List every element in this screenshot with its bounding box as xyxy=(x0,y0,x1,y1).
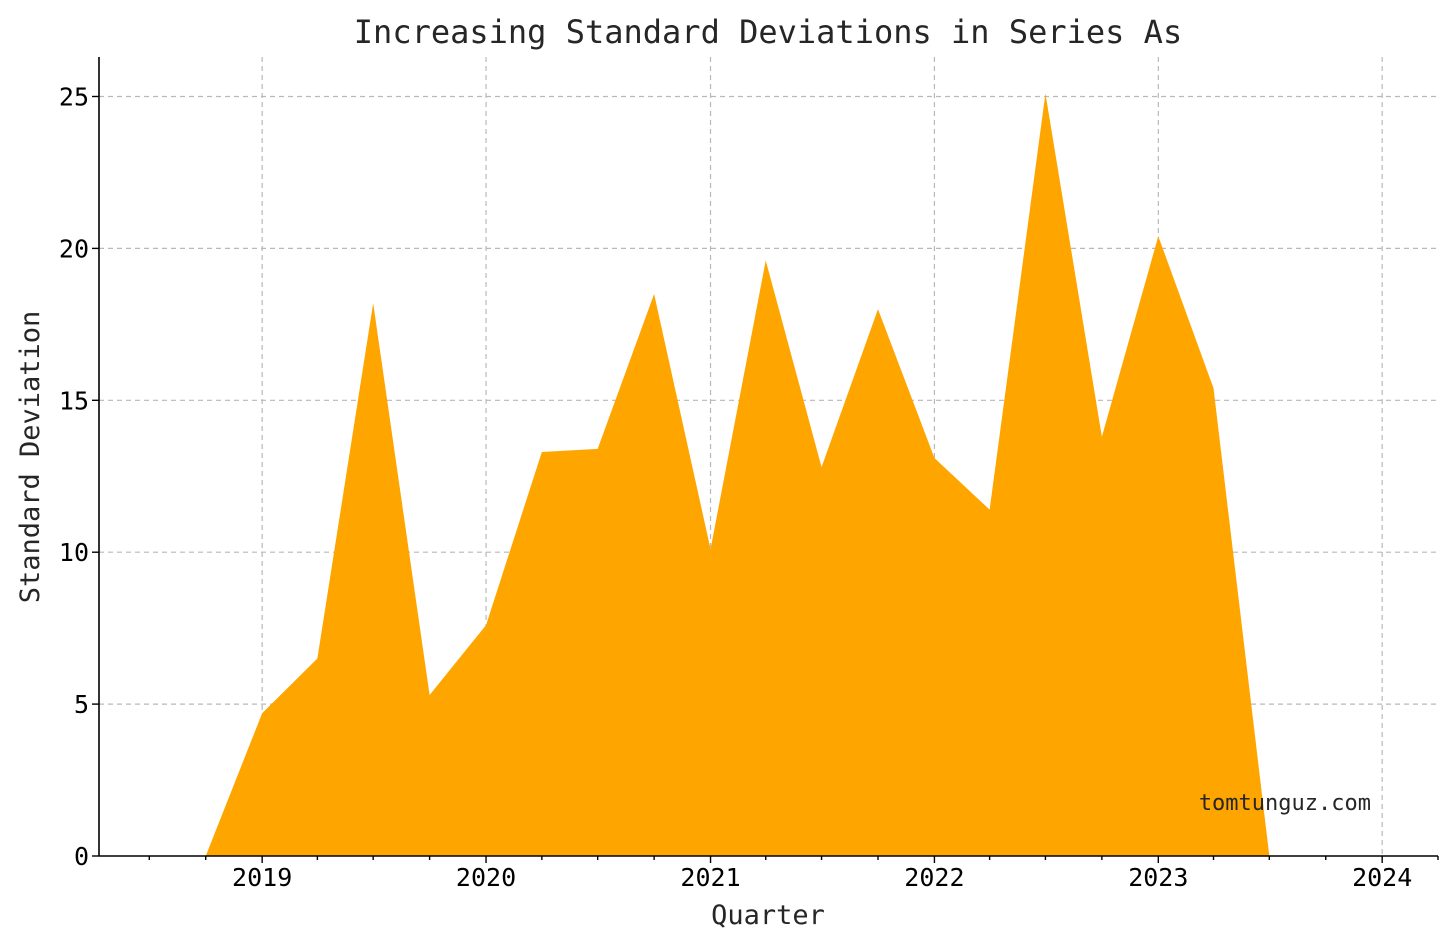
y-tick-label: 25 xyxy=(59,82,89,111)
x-tick-label: 2021 xyxy=(680,863,740,892)
axes xyxy=(98,57,1438,857)
y-axis-label: Standard Deviation xyxy=(15,311,46,604)
x-tick-label: 2020 xyxy=(456,863,516,892)
y-tick-label: 5 xyxy=(74,690,89,719)
ticks: 0 5 10 15 20 25 2019 2020 2021 2022 2023 2024 xyxy=(59,82,1439,892)
y-tick-label: 0 xyxy=(74,842,89,871)
x-tick-label: 2024 xyxy=(1352,863,1412,892)
series-area xyxy=(99,93,1438,856)
x-tick-label: 2022 xyxy=(904,863,964,892)
watermark: tomtunguz.com xyxy=(1199,791,1371,816)
series-area-fill xyxy=(99,93,1438,856)
x-tick-label: 2019 xyxy=(232,863,292,892)
chart-title: Increasing Standard Deviations in Series… xyxy=(354,13,1182,51)
y-tick-label: 15 xyxy=(59,386,89,415)
x-tick-label: 2023 xyxy=(1128,863,1188,892)
y-tick-label: 10 xyxy=(59,538,89,567)
y-tick-label: 20 xyxy=(59,234,89,263)
x-axis-label: Quarter xyxy=(711,900,825,931)
